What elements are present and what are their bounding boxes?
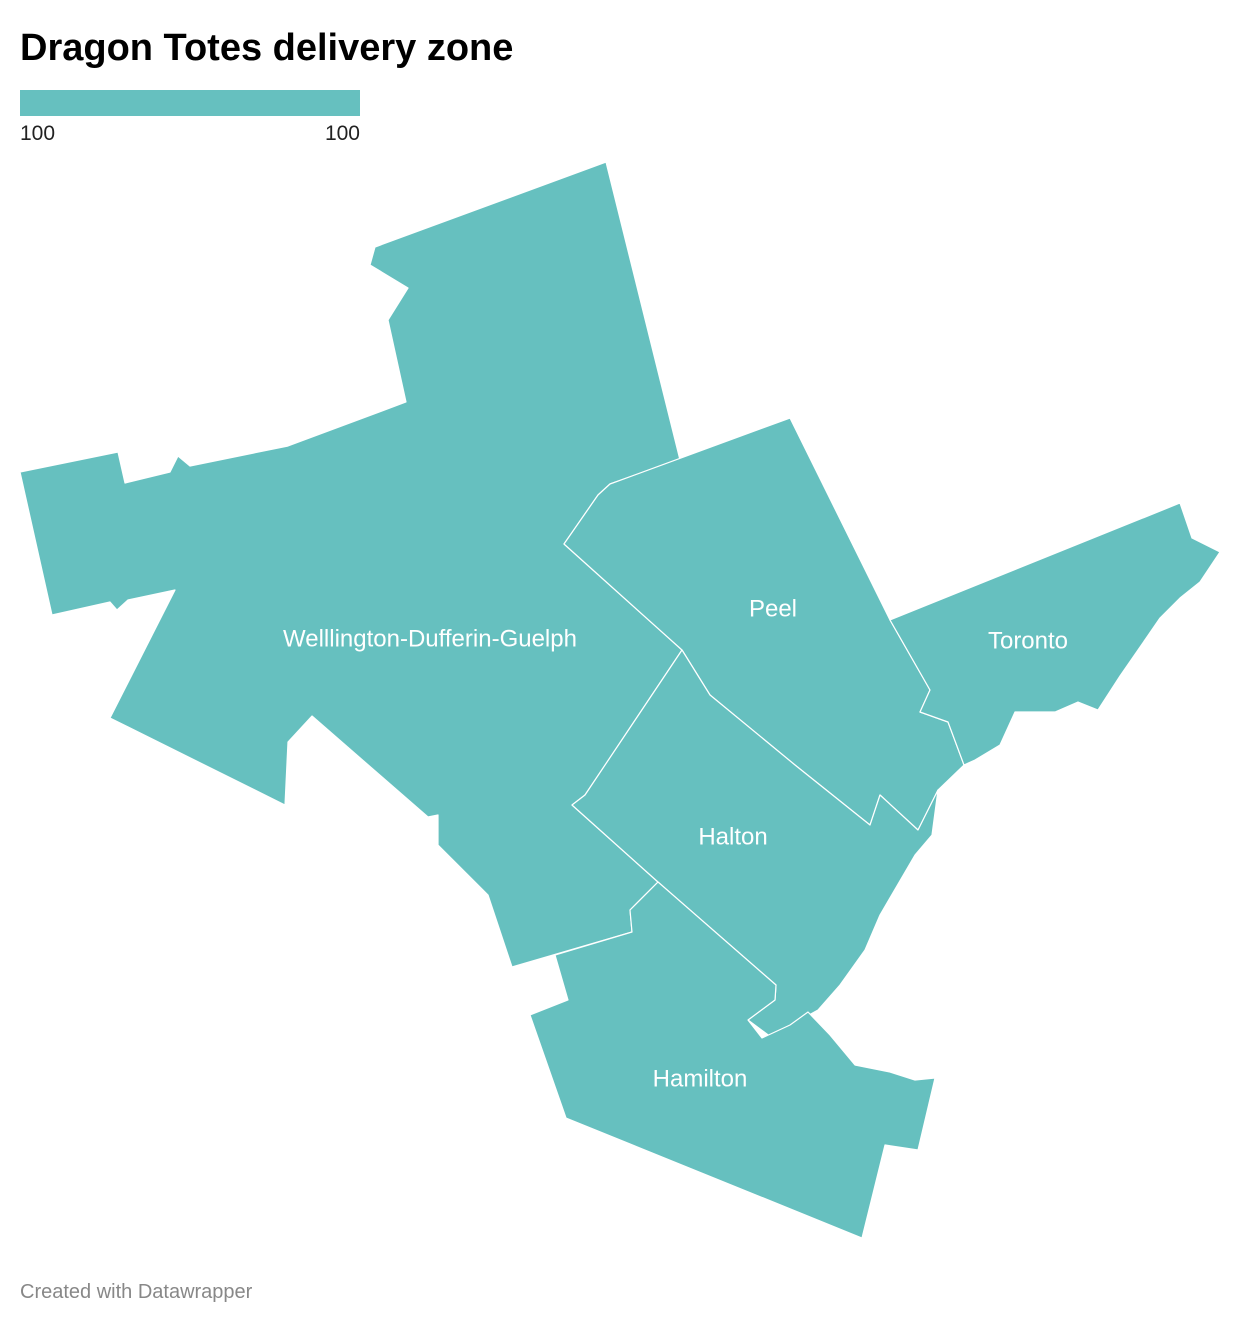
region [19, 161, 683, 968]
legend-bar [20, 90, 360, 116]
region-label: Welllington-Dufferin-Guelph [283, 625, 577, 652]
region [529, 881, 936, 1239]
legend-tick-label: 100 [325, 122, 360, 145]
region-label: Peel [749, 595, 797, 622]
footer: Created with Datawrapper [20, 1281, 253, 1303]
region-label: Toronto [988, 627, 1068, 654]
region-label: Hamilton [653, 1065, 748, 1092]
legend-tick-label: 100 [20, 122, 55, 145]
map-title: Dragon Totes delivery zone [20, 27, 513, 69]
region-label: Halton [698, 823, 767, 850]
region [889, 502, 1221, 766]
